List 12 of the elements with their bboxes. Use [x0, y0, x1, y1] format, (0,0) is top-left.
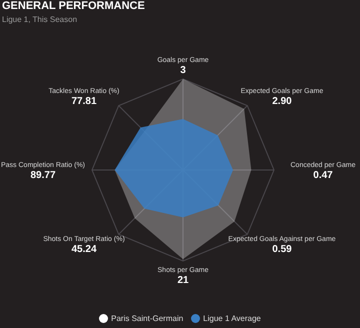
text: 0.59 — [272, 244, 292, 256]
legend-label: Paris Saint-Germain — [111, 314, 184, 323]
text: 45.24 — [71, 244, 97, 256]
text: 77.81 — [71, 96, 97, 107]
text: 0.47 — [313, 170, 334, 181]
chart-subtitle: Ligue 1, This Season — [2, 15, 78, 24]
chart-title: GENERAL PERFORMANCE — [2, 0, 145, 12]
text: 89.77 — [30, 170, 56, 181]
text: 2.90 — [272, 96, 292, 107]
legend-label: Ligue 1 Average — [203, 314, 261, 323]
text: 3 — [180, 65, 186, 76]
text: 21 — [177, 275, 189, 286]
